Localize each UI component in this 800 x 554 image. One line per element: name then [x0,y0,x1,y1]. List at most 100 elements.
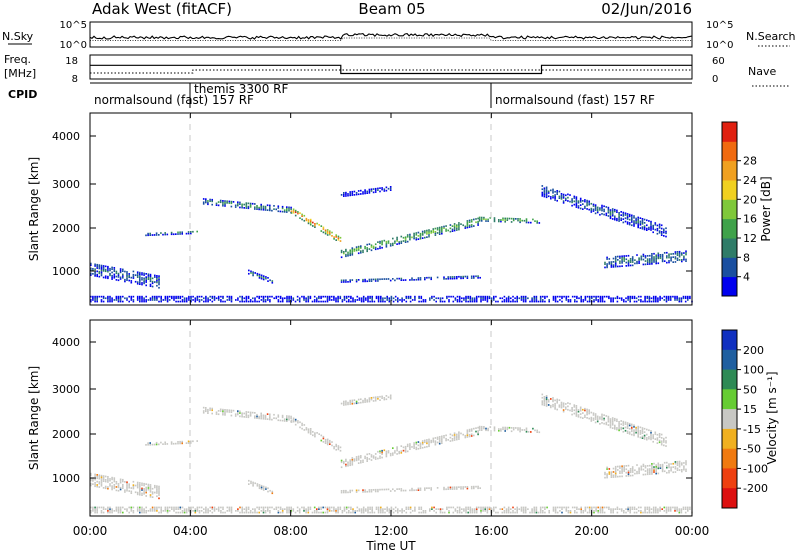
power-cell [453,228,456,230]
power-cell [415,232,418,234]
velocity-cell [614,470,617,473]
power-cell [575,201,578,203]
power-cell [599,213,601,216]
power-cell [678,259,681,261]
power-cell [419,278,422,281]
velocity-cell [610,476,613,478]
velocity-cell [98,474,101,477]
power-cell [196,295,199,298]
velocity-cell [616,420,618,422]
power-cell [663,260,666,262]
velocity-cell [107,477,109,480]
power-cell [379,245,381,248]
velocity-cell [335,443,337,446]
velocity-cell [614,424,616,427]
velocity-cell [370,455,373,458]
power-cell [646,224,648,227]
beam-title: Beam 05 [358,0,425,18]
velocity-cell [379,455,381,458]
power-cell [177,295,179,298]
x-tick-label: 00:00 [675,524,710,538]
velocity-cell [288,511,290,514]
power-cell [469,297,472,300]
velocity-cell [499,508,501,510]
velocity-cell [539,508,542,510]
velocity-cell [522,511,525,514]
velocity-cell [624,426,627,429]
power-cell [145,234,147,237]
velocity-cell [680,511,683,514]
velocity-cell [411,489,413,492]
velocity-cell [307,430,310,432]
power-cell [456,224,458,226]
power-cell [222,201,224,204]
velocity-cell [292,420,295,423]
power-cell [625,255,628,257]
velocity-cell [625,468,628,471]
velocity-cell [107,481,109,483]
power-cell [249,202,252,205]
power-cell [241,295,243,298]
velocity-cell [166,511,169,514]
power-cell [580,295,582,298]
power-cell [379,242,381,245]
power-cell [409,295,412,298]
velocity-cell [372,457,375,459]
power-cell [465,297,467,300]
velocity-cell [349,462,351,465]
velocity-cell [493,508,495,510]
power-cell [290,297,292,300]
power-cell [368,280,371,282]
power-cell [687,299,689,301]
power-cell [612,297,614,300]
power-cell [552,190,554,192]
power-cell [352,299,354,301]
velocity-cell [264,511,267,514]
velocity-cell [659,467,662,469]
velocity-cell [126,488,128,490]
power-cell [111,274,113,277]
power-cell [631,257,634,260]
power-cell [128,300,130,303]
power-cell [343,195,345,197]
power-cell [561,300,563,303]
power-cell [445,278,447,280]
power-cell [243,300,246,303]
noise-search-label: N.Search [746,30,796,43]
velocity-cell [575,406,578,409]
velocity-cell [143,491,145,493]
power-cell [676,252,679,255]
power-cell [96,299,98,301]
velocity-cell [90,479,92,482]
velocity-cell [606,475,608,477]
velocity-cell [345,458,347,461]
power-cell [426,231,428,233]
velocity-cell [373,511,376,514]
velocity-cell [443,435,445,437]
velocity-cell [626,425,629,428]
power-cell [434,227,437,230]
velocity-cell [639,436,642,439]
velocity-cell [364,455,366,458]
power-cell [362,280,364,283]
velocity-cell [254,511,256,514]
velocity-cell [456,506,459,509]
velocity-cell [158,485,160,488]
power-cell [633,297,636,300]
x-axis-label: Time UT [365,539,416,553]
velocity-cell [449,488,452,490]
power-cell [237,203,239,205]
velocity-cell [498,428,500,430]
power-cell [543,190,546,193]
power-cell [237,299,239,301]
power-cell [622,218,625,220]
velocity-cell [607,420,610,423]
velocity-cell [124,491,126,493]
power-cell [420,295,423,298]
velocity-cell [626,422,629,424]
velocity-cell [330,510,333,512]
velocity-cell [241,506,243,509]
velocity-cell [239,410,241,413]
velocity-cell [502,426,504,429]
velocity-cell [316,510,318,512]
